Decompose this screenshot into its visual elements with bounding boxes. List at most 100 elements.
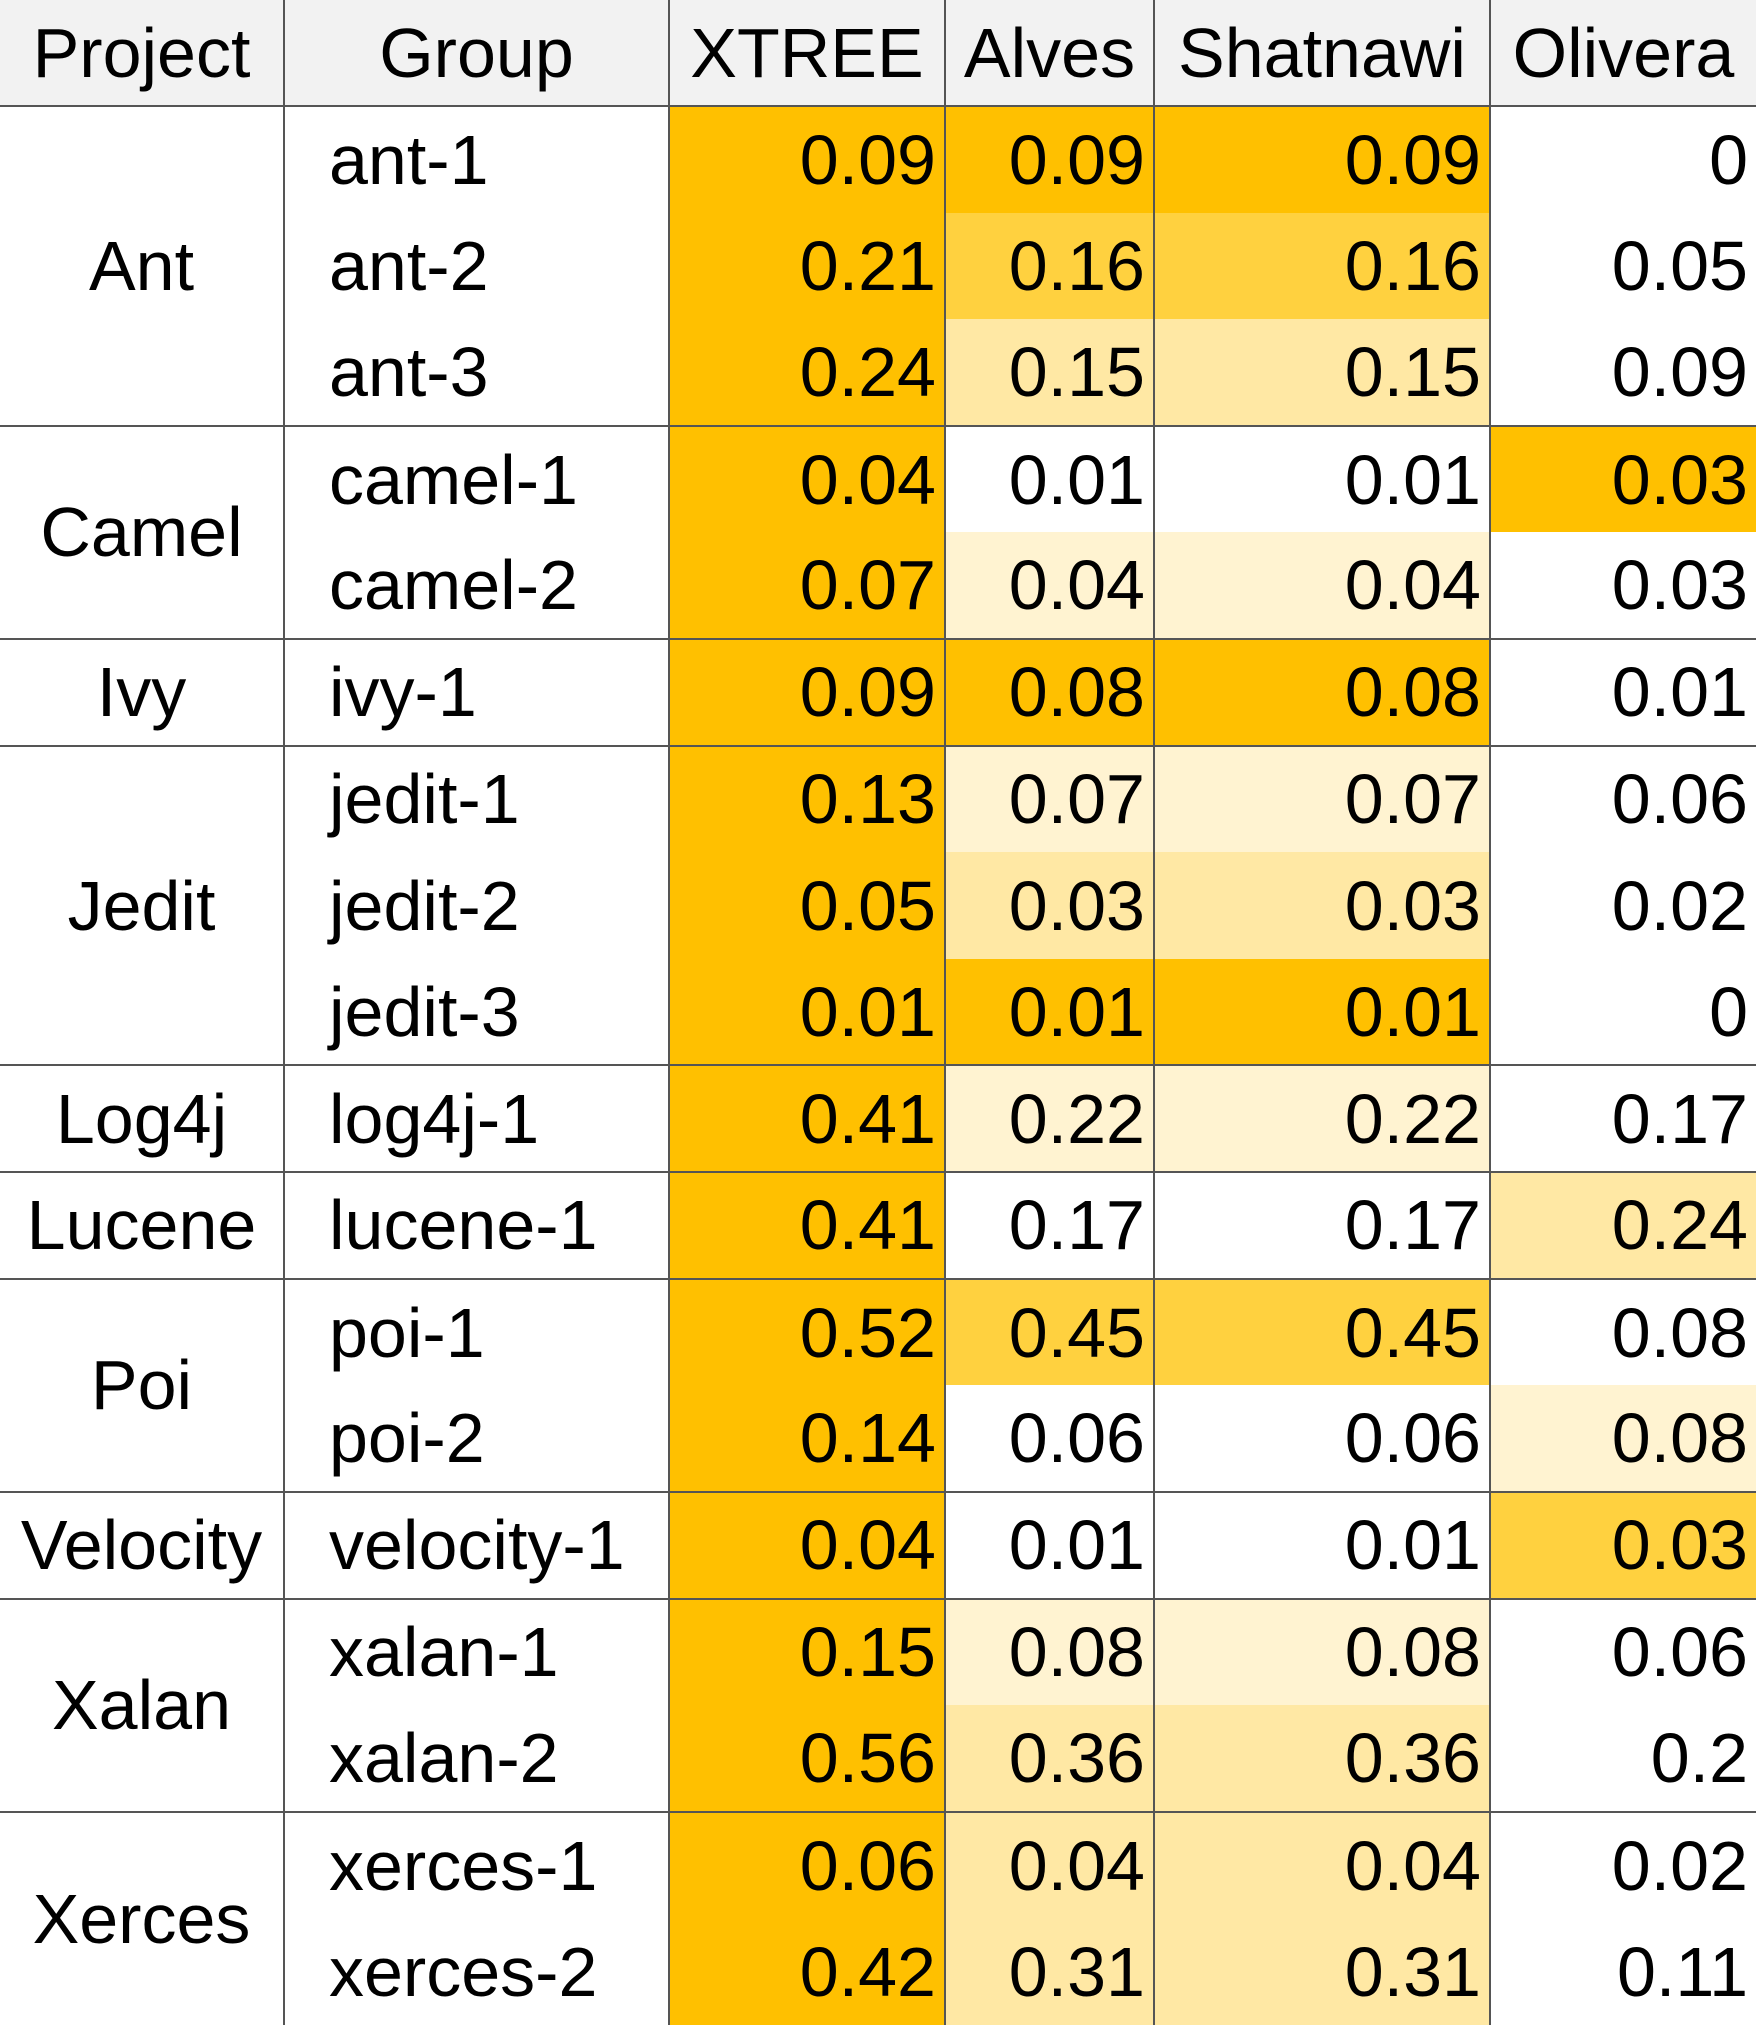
value-cell-xtree: 0.41 [669, 1064, 946, 1173]
group-cell: xalan-2 [284, 1705, 670, 1812]
group-cell: log4j-1 [284, 1064, 670, 1173]
table-row: jedit-2 0.05 0.03 0.03 0.02 [0, 852, 1756, 959]
value-cell-shatnawi: 0.06 [1154, 1385, 1491, 1492]
value-cell-xtree: 0.21 [669, 212, 946, 320]
value-cell-xtree: 0.14 [669, 1385, 946, 1492]
table-row: xerces-2 0.42 0.31 0.31 0.11 [0, 1918, 1756, 2025]
value-cell-olivera: 0.09 [1490, 319, 1756, 426]
header-project: Project [0, 0, 285, 107]
group-cell: jedit-2 [284, 852, 670, 959]
group-cell: xalan-1 [284, 1597, 670, 1706]
value-cell-olivera: 0.2 [1490, 1705, 1756, 1812]
table-row: xalan-2 0.56 0.36 0.36 0.2 [0, 1705, 1756, 1812]
value-cell-alves: 0.31 [945, 1918, 1155, 2025]
header-group: Group [284, 0, 670, 107]
value-cell-alves: 0.17 [945, 1171, 1155, 1279]
header-alves: Alves [945, 0, 1155, 107]
value-cell-xtree: 0.52 [669, 1277, 946, 1386]
table-row: Camel camel-1 0.04 0.01 0.01 0.03 [0, 424, 1756, 640]
group-cell: poi-2 [284, 1385, 670, 1492]
value-cell-alves: 0.01 [945, 1490, 1155, 1599]
value-cell-xtree: 0.01 [669, 958, 946, 1066]
table-row: Jedit jedit-1 0.13 0.07 0.07 0.06 [0, 744, 1756, 1066]
table-row: Poi poi-1 0.52 0.45 0.45 0.08 [0, 1277, 1756, 1492]
value-cell-olivera: 0.08 [1490, 1277, 1756, 1386]
value-cell-alves: 0.04 [945, 532, 1155, 640]
table-body: Ant ant-1 0.09 0.09 0.09 0 ant-2 0.21 0.16 0.16 0.… [0, 105, 1756, 2025]
value-cell-alves: 0.08 [945, 1597, 1155, 1706]
table-row: poi-2 0.14 0.06 0.06 0.08 [0, 1385, 1756, 1492]
value-cell-olivera: 0.05 [1490, 212, 1756, 320]
table-row: Velocity velocity-1 0.04 0.01 0.01 0.03 [0, 1490, 1756, 1599]
project-cell: Poi [0, 1277, 285, 1492]
value-cell-alves: 0.03 [945, 852, 1155, 959]
value-cell-olivera: 0.01 [1490, 638, 1756, 746]
group-cell: camel-2 [284, 532, 670, 640]
value-cell-xtree: 0.09 [669, 105, 946, 213]
value-cell-xtree: 0.07 [669, 532, 946, 640]
value-cell-olivera: 0.08 [1490, 1385, 1756, 1492]
value-cell-alves: 0.45 [945, 1277, 1155, 1386]
value-cell-alves: 0.09 [945, 105, 1155, 213]
project-cell: Camel [0, 424, 285, 640]
value-cell-shatnawi: 0.08 [1154, 638, 1491, 746]
value-cell-xtree: 0.56 [669, 1705, 946, 1812]
group-cell: poi-1 [284, 1277, 670, 1386]
header-shatnawi: Shatnawi [1154, 0, 1491, 107]
value-cell-olivera: 0.11 [1490, 1918, 1756, 2025]
value-cell-olivera: 0 [1490, 105, 1756, 213]
project-cell: Log4j [0, 1064, 285, 1173]
value-cell-shatnawi: 0.07 [1154, 744, 1491, 853]
table-row: Lucene lucene-1 0.41 0.17 0.17 0.24 [0, 1171, 1756, 1279]
value-cell-shatnawi: 0.04 [1154, 1810, 1491, 1919]
project-cell: Lucene [0, 1171, 285, 1279]
value-cell-shatnawi: 0.22 [1154, 1064, 1491, 1173]
table-row: ant-3 0.24 0.15 0.15 0.09 [0, 319, 1756, 426]
group-cell: lucene-1 [284, 1171, 670, 1279]
value-cell-alves: 0.04 [945, 1810, 1155, 1919]
value-cell-shatnawi: 0.09 [1154, 105, 1491, 213]
project-cell: Ant [0, 105, 285, 426]
project-cell: Velocity [0, 1490, 285, 1599]
table-row: ant-2 0.21 0.16 0.16 0.05 [0, 212, 1756, 320]
value-cell-xtree: 0.42 [669, 1918, 946, 2025]
table-row: Xalan xalan-1 0.15 0.08 0.08 0.06 [0, 1597, 1756, 1812]
table-row: Log4j log4j-1 0.41 0.22 0.22 0.17 [0, 1064, 1756, 1173]
value-cell-shatnawi: 0.31 [1154, 1918, 1491, 2025]
group-cell: ant-2 [284, 212, 670, 320]
group-cell: jedit-3 [284, 958, 670, 1066]
table-row: Xerces xerces-1 0.06 0.04 0.04 0.02 [0, 1810, 1756, 2025]
value-cell-olivera: 0.02 [1490, 1810, 1756, 1919]
group-cell: ivy-1 [284, 638, 670, 746]
project-cell: Xalan [0, 1597, 285, 1812]
value-cell-alves: 0.06 [945, 1385, 1155, 1492]
value-cell-xtree: 0.15 [669, 1597, 946, 1706]
value-cell-alves: 0.08 [945, 638, 1155, 746]
value-cell-xtree: 0.41 [669, 1171, 946, 1279]
value-cell-xtree: 0.13 [669, 744, 946, 853]
value-cell-shatnawi: 0.36 [1154, 1705, 1491, 1812]
value-cell-shatnawi: 0.01 [1154, 424, 1491, 533]
project-cell: Xerces [0, 1810, 285, 2025]
group-cell: xerces-2 [284, 1918, 670, 2025]
group-cell: velocity-1 [284, 1490, 670, 1599]
value-cell-olivera: 0.06 [1490, 1597, 1756, 1706]
value-cell-shatnawi: 0.45 [1154, 1277, 1491, 1386]
group-cell: ant-1 [284, 105, 670, 213]
value-cell-olivera: 0 [1490, 958, 1756, 1066]
value-cell-alves: 0.16 [945, 212, 1155, 320]
header-row: Project Group XTREE Alves Shatnawi Olive… [0, 0, 1756, 107]
value-cell-alves: 0.22 [945, 1064, 1155, 1173]
value-cell-alves: 0.01 [945, 958, 1155, 1066]
value-cell-shatnawi: 0.08 [1154, 1597, 1491, 1706]
table-row: Ivy ivy-1 0.09 0.08 0.08 0.01 [0, 638, 1756, 746]
table-row: camel-2 0.07 0.04 0.04 0.03 [0, 532, 1756, 640]
value-cell-shatnawi: 0.03 [1154, 852, 1491, 959]
group-cell: xerces-1 [284, 1810, 670, 1919]
value-cell-alves: 0.01 [945, 424, 1155, 533]
value-cell-shatnawi: 0.01 [1154, 1490, 1491, 1599]
value-cell-xtree: 0.06 [669, 1810, 946, 1919]
value-cell-xtree: 0.04 [669, 1490, 946, 1599]
value-cell-xtree: 0.09 [669, 638, 946, 746]
